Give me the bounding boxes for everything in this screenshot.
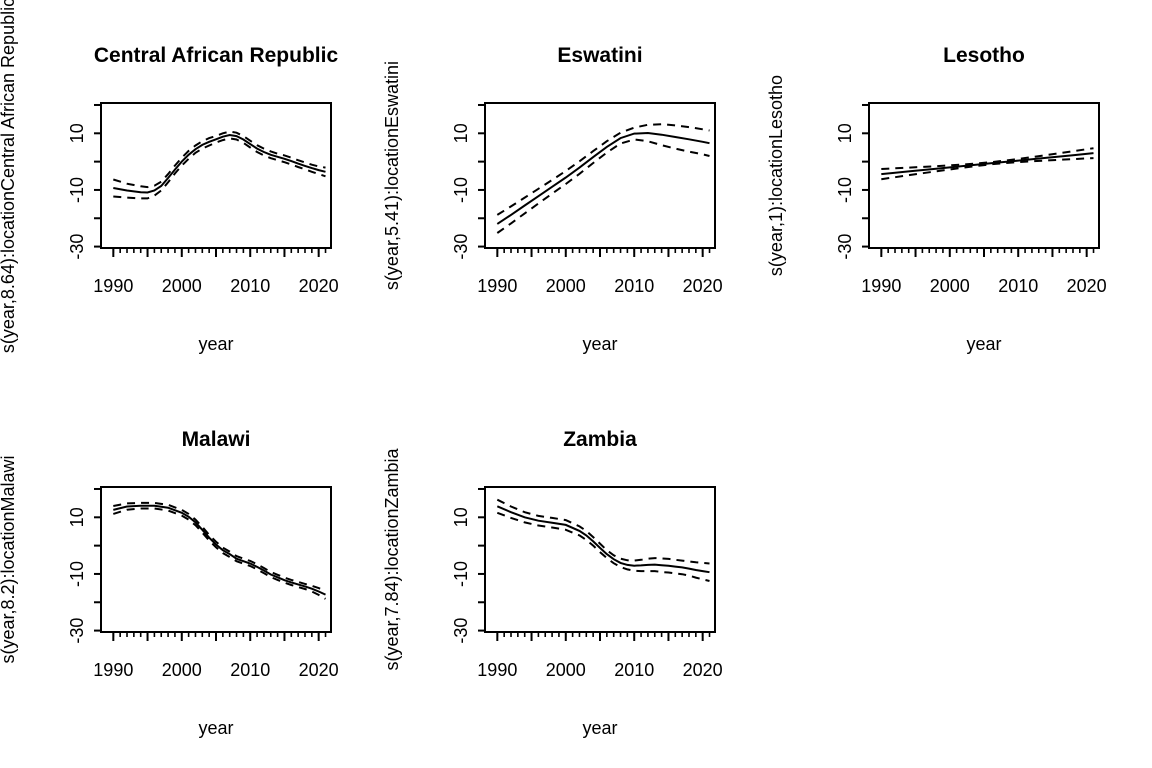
panel-central-african-republic: -30 -10 10 1990 2000 2010 2020 Central African … — [0, 0, 384, 384]
x-tick-label: 2000 — [546, 660, 586, 680]
plot-zambia: -30 -10 10 1990 2000 2010 2020 Zambia year s(year… — [382, 428, 723, 738]
confidence-upper-line — [496, 498, 710, 565]
x-tick-label: 1990 — [477, 276, 517, 296]
panel-title: Malawi — [182, 428, 251, 451]
x-tick-label: 1990 — [93, 660, 133, 680]
fit-line — [496, 131, 710, 225]
x-tick-label: 2000 — [162, 276, 202, 296]
y-tick-label: -30 — [835, 234, 855, 260]
y-axis-label: s(year,8.64):locationCentral African Rep… — [0, 0, 18, 353]
x-tick-label: 2000 — [546, 276, 586, 296]
y-tick-label: -10 — [67, 177, 87, 203]
panel-title: Central African Republic — [94, 44, 339, 67]
panel-lesotho: -30 -10 10 1990 2000 2010 2020 Lesotho year s(yea… — [766, 0, 1152, 384]
fit-line — [496, 505, 710, 574]
x-tick-label: 2020 — [683, 660, 723, 680]
y-tick-label: -30 — [451, 618, 471, 644]
y-tick-label: -30 — [451, 234, 471, 260]
y-tick-label: -30 — [67, 618, 87, 644]
x-tick-label: 1990 — [477, 660, 517, 680]
plot-box — [100, 102, 332, 249]
confidence-lower-line — [113, 137, 326, 200]
fit-line — [881, 152, 1094, 176]
confidence-upper-line — [113, 501, 326, 592]
plot-box — [100, 486, 332, 633]
x-tick-label: 2000 — [162, 660, 202, 680]
plot-lesotho: -30 -10 10 1990 2000 2010 2020 Lesotho year s(yea… — [766, 44, 1107, 354]
y-tick-label: 10 — [67, 507, 87, 527]
y-axis-label: s(year,5.41):locationEswatini — [384, 61, 402, 290]
panel-title: Lesotho — [943, 44, 1025, 67]
confidence-upper-line — [113, 130, 326, 189]
panel-title: Zambia — [563, 428, 637, 451]
panel-malawi: -30 -10 10 1990 2000 2010 2020 Malawi year s(year… — [0, 384, 384, 768]
x-axis-label: year — [198, 334, 233, 354]
y-tick-label: 10 — [67, 123, 87, 143]
y-axis-label: s(year,7.84):locationZambia — [384, 447, 402, 670]
confidence-lower-line — [496, 138, 710, 234]
y-tick-label: -10 — [451, 561, 471, 587]
x-tick-label: 2010 — [614, 276, 654, 296]
y-axis-label: s(year,8.2):locationMalawi — [0, 455, 18, 663]
x-tick-label: 2010 — [614, 660, 654, 680]
x-tick-label: 2020 — [299, 660, 339, 680]
confidence-upper-line — [496, 123, 710, 216]
x-tick-label: 2000 — [930, 276, 970, 296]
panel-zambia: -30 -10 10 1990 2000 2010 2020 Zambia year s(year… — [382, 384, 768, 768]
y-axis-label: s(year,1):locationLesotho — [768, 75, 786, 276]
x-tick-label: 2020 — [683, 276, 723, 296]
x-tick-label: 1990 — [93, 276, 133, 296]
panel-eswatini: -30 -10 10 1990 2000 2010 2020 Eswatini year s(ye… — [382, 0, 768, 384]
y-tick-label: 10 — [451, 507, 471, 527]
y-tick-label: -30 — [67, 234, 87, 260]
x-tick-label: 2010 — [230, 660, 270, 680]
x-tick-label: 2010 — [998, 276, 1038, 296]
confidence-lower-line — [496, 511, 710, 582]
plot-eswatini: -30 -10 10 1990 2000 2010 2020 Eswatini year s(ye… — [382, 44, 723, 354]
x-tick-label: 2010 — [230, 276, 270, 296]
y-tick-label: -10 — [451, 177, 471, 203]
fit-line — [113, 133, 326, 194]
y-tick-label: 10 — [451, 123, 471, 143]
confidence-lower-line — [881, 157, 1094, 181]
plot-central-african-republic: -30 -10 10 1990 2000 2010 2020 Central African … — [0, 0, 339, 354]
panel-title: Eswatini — [557, 44, 642, 67]
y-tick-label: -10 — [835, 177, 855, 203]
plot-box — [868, 102, 1100, 249]
confidence-upper-line — [881, 147, 1094, 170]
x-axis-label: year — [966, 334, 1001, 354]
x-axis-label: year — [198, 718, 233, 738]
y-tick-label: -10 — [67, 561, 87, 587]
y-tick-label: 10 — [835, 123, 855, 143]
plot-malawi: -30 -10 10 1990 2000 2010 2020 Malawi year s(year… — [0, 428, 339, 738]
fit-line — [113, 504, 326, 596]
x-tick-label: 1990 — [861, 276, 901, 296]
x-axis-label: year — [582, 334, 617, 354]
x-axis-label: year — [582, 718, 617, 738]
x-tick-label: 2020 — [299, 276, 339, 296]
plot-box — [484, 102, 716, 249]
x-tick-label: 2020 — [1067, 276, 1107, 296]
confidence-lower-line — [113, 507, 327, 600]
